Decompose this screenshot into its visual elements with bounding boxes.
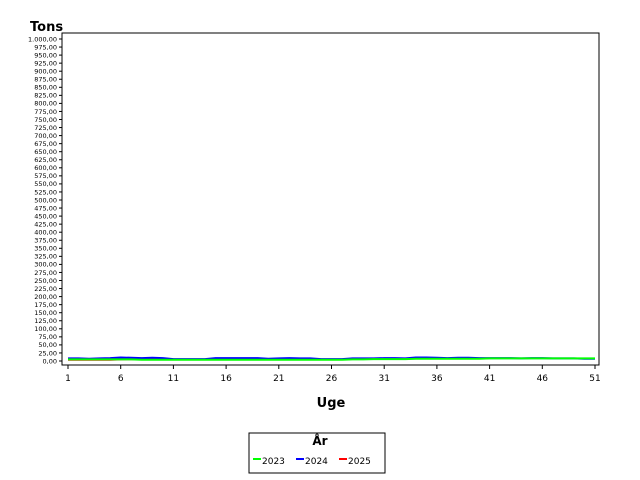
y-tick-label: 575,00 (34, 172, 57, 180)
series-line-2023 (68, 357, 595, 361)
x-tick-label: 16 (220, 374, 232, 384)
y-axis-title: Tons (30, 20, 63, 35)
y-tick-label: 925,00 (34, 59, 57, 67)
y-tick-label: 500,00 (34, 196, 57, 204)
y-tick-label: 675,00 (34, 140, 57, 148)
y-tick-label: 150,00 (34, 309, 57, 317)
y-tick-label: 1.000,00 (28, 35, 57, 43)
x-tick-label: 26 (326, 374, 338, 384)
y-tick-label: 875,00 (34, 76, 57, 84)
legend-items: 2023 2024 2025 (253, 457, 371, 467)
x-tick-label: 36 (431, 374, 443, 384)
x-tick-label: 51 (589, 374, 600, 384)
x-tick-label: 1 (65, 374, 71, 384)
y-tick-label: 825,00 (34, 92, 57, 100)
legend-label-2025: 2025 (348, 457, 371, 467)
y-tick-label: 775,00 (34, 108, 57, 116)
y-tick-label: 975,00 (34, 43, 57, 51)
y-tick-label: 350,00 (34, 245, 57, 253)
y-tick-label: 450,00 (34, 212, 57, 220)
y-tick-label: 400,00 (34, 229, 57, 237)
y-tick-label: 175,00 (34, 301, 57, 309)
legend: År 2023 2024 2025 (248, 432, 386, 474)
legend-box (248, 432, 386, 474)
y-tick-label: 625,00 (34, 156, 57, 164)
y-tick-label: 550,00 (34, 180, 57, 188)
y-tick-label: 0,00 (43, 357, 57, 365)
y-tick-label: 50,00 (38, 341, 57, 349)
series-lines (68, 356, 595, 361)
y-tick-label: 425,00 (34, 220, 57, 228)
y-tick-label: 325,00 (34, 253, 57, 261)
y-tick-label: 250,00 (34, 277, 57, 285)
y-tick-label: 375,00 (34, 237, 57, 245)
y-tick-label: 300,00 (34, 261, 57, 269)
x-tick-label: 31 (378, 374, 389, 384)
x-tick-label: 46 (537, 374, 549, 384)
x-axis: 1 6 11 16 21 26 31 36 41 46 51 (65, 365, 601, 384)
legend-label-2023: 2023 (262, 457, 285, 467)
y-tick-label: 525,00 (34, 188, 57, 196)
y-tick-label: 225,00 (34, 285, 57, 293)
y-tick-label: 200,00 (34, 293, 57, 301)
x-tick-label: 11 (168, 374, 179, 384)
y-tick-label: 650,00 (34, 148, 57, 156)
y-tick-label: 950,00 (34, 51, 57, 59)
y-tick-label: 725,00 (34, 124, 57, 132)
y-tick-label: 750,00 (34, 116, 57, 124)
x-tick-label: 21 (273, 374, 284, 384)
x-axis-title: Uge (317, 396, 346, 411)
y-tick-label: 125,00 (34, 317, 57, 325)
x-tick-label: 41 (484, 374, 495, 384)
y-tick-label: 900,00 (34, 68, 57, 76)
y-tick-label: 850,00 (34, 84, 57, 92)
legend-title: År (312, 433, 327, 448)
plot-area (61, 32, 600, 366)
y-tick-label: 600,00 (34, 164, 57, 172)
legend-label-2024: 2024 (305, 457, 328, 467)
y-tick-label: 25,00 (38, 349, 57, 357)
y-tick-label: 100,00 (34, 325, 57, 333)
y-tick-label: 275,00 (34, 269, 57, 277)
y-tick-label: 700,00 (34, 132, 57, 140)
x-tick-label: 6 (118, 374, 124, 384)
y-tick-label: 75,00 (38, 333, 57, 341)
y-tick-label: 800,00 (34, 100, 57, 108)
y-axis: 1.000,00975,00950,00925,00900,00875,0085… (28, 35, 62, 365)
y-tick-label: 475,00 (34, 204, 57, 212)
